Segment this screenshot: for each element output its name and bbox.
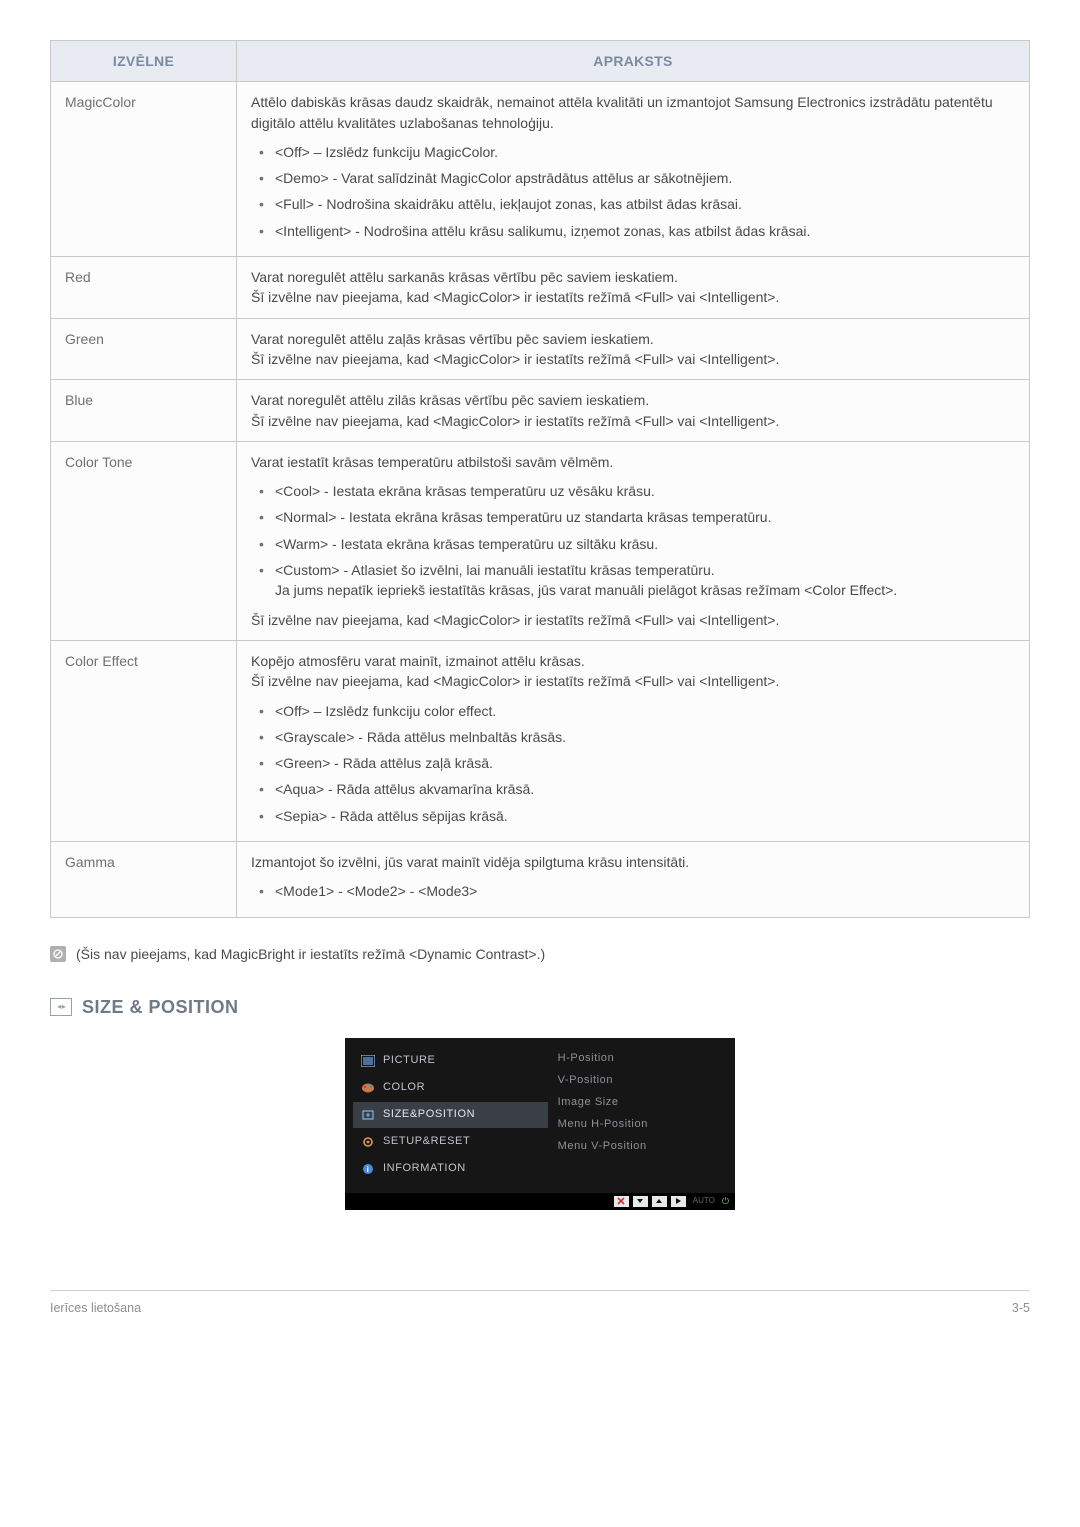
table-row: Gamma Izmantojot šo izvēlni, jūs varat m…	[51, 842, 1030, 918]
col-header-desc: APRAKSTS	[237, 41, 1030, 82]
color-icon	[361, 1082, 375, 1094]
desc-text: Šī izvēlne nav pieejama, kad <MagicColor…	[251, 287, 1015, 307]
note-icon	[50, 946, 66, 962]
desc-text: Šī izvēlne nav pieejama, kad <MagicColor…	[251, 610, 1015, 630]
list-item: <Normal> - Iestata ekrāna krāsas tempera…	[257, 504, 1015, 530]
col-header-menu: IZVĒLNE	[51, 41, 237, 82]
size-position-icon: ◂·▸	[50, 998, 72, 1016]
up-icon[interactable]	[652, 1196, 667, 1207]
osd-item-label: COLOR	[383, 1080, 425, 1096]
table-row: Color Effect Kopējo atmosfēru varat main…	[51, 640, 1030, 841]
play-icon[interactable]	[671, 1196, 686, 1207]
osd-item-sizeposition[interactable]: SIZE&POSITION	[353, 1102, 548, 1128]
row-label: Gamma	[51, 842, 237, 918]
row-desc: Kopējo atmosfēru varat mainīt, izmainot …	[237, 640, 1030, 841]
list-item-text: <Custom> - Atlasiet šo izvēlni, lai manu…	[275, 562, 715, 578]
desc-text: Šī izvēlne nav pieejama, kad <MagicColor…	[251, 411, 1015, 431]
row-desc: Varat noregulēt attēlu zilās krāsas vērt…	[237, 380, 1030, 442]
picture-icon	[361, 1055, 375, 1067]
info-icon: i	[361, 1163, 375, 1175]
section-heading: ◂·▸ SIZE & POSITION	[50, 994, 1030, 1020]
size-position-icon	[361, 1109, 375, 1121]
row-label: Color Effect	[51, 640, 237, 841]
osd-item-information[interactable]: i INFORMATION	[353, 1156, 548, 1182]
osd-submenu: H-Position V-Position Image Size Menu H-…	[556, 1038, 735, 1193]
osd-sub-item[interactable]: Menu V-Position	[558, 1136, 727, 1158]
desc-text: Attēlo dabiskās krāsas daudz skaidrāk, n…	[251, 92, 1015, 133]
desc-text: Varat noregulēt attēlu sarkanās krāsas v…	[251, 267, 1015, 287]
osd-item-label: INFORMATION	[383, 1161, 466, 1177]
row-desc: Varat iestatīt krāsas temperatūru atbils…	[237, 441, 1030, 640]
desc-text: Varat noregulēt attēlu zilās krāsas vērt…	[251, 390, 1015, 410]
desc-text: Izmantojot šo izvēlni, jūs varat mainīt …	[251, 852, 1015, 872]
list-item: <Cool> - Iestata ekrāna krāsas temperatū…	[257, 478, 1015, 504]
osd-item-color[interactable]: COLOR	[353, 1075, 548, 1101]
row-desc: Attēlo dabiskās krāsas daudz skaidrāk, n…	[237, 82, 1030, 257]
row-label: MagicColor	[51, 82, 237, 257]
note-text: (Šis nav pieejams, kad MagicBright ir ie…	[76, 944, 545, 964]
list-item: <Off> – Izslēdz funkciju color effect.	[257, 698, 1015, 724]
list-item: <Sepia> - Rāda attēlus sēpijas krāsā.	[257, 803, 1015, 829]
desc-text: Šī izvēlne nav pieejama, kad <MagicColor…	[251, 671, 1015, 691]
down-icon[interactable]	[633, 1196, 648, 1207]
list-item: <Demo> - Varat salīdzināt MagicColor aps…	[257, 165, 1015, 191]
osd-item-setupreset[interactable]: SETUP&RESET	[353, 1129, 548, 1155]
footer-left: Ierīces lietošana	[50, 1299, 141, 1317]
osd-menu-list: PICTURE COLOR SIZE&POSITION SETUP&RESET …	[345, 1038, 556, 1193]
row-label: Green	[51, 318, 237, 380]
osd-item-label: SIZE&POSITION	[383, 1107, 475, 1123]
desc-text: Varat noregulēt attēlu zaļās krāsas vērt…	[251, 329, 1015, 349]
close-icon[interactable]	[614, 1196, 629, 1207]
osd-item-label: PICTURE	[383, 1053, 435, 1069]
row-label: Blue	[51, 380, 237, 442]
list-item: <Aqua> - Rāda attēlus akvamarīna krāsā.	[257, 776, 1015, 802]
osd-item-picture[interactable]: PICTURE	[353, 1048, 548, 1074]
row-desc: Izmantojot šo izvēlni, jūs varat mainīt …	[237, 842, 1030, 918]
gear-icon	[361, 1136, 375, 1148]
list-item: <Off> – Izslēdz funkciju MagicColor.	[257, 139, 1015, 165]
osd-sub-item[interactable]: V-Position	[558, 1070, 727, 1092]
note: (Šis nav pieejams, kad MagicBright ir ie…	[50, 944, 1030, 964]
row-desc: Varat noregulēt attēlu sarkanās krāsas v…	[237, 257, 1030, 319]
list-item-text: Ja jums nepatīk iepriekš iestatītās krās…	[275, 582, 897, 598]
bullet-list: <Cool> - Iestata ekrāna krāsas temperatū…	[251, 478, 1015, 603]
page-footer: Ierīces lietošana 3-5	[50, 1290, 1030, 1317]
list-item: <Mode1> - <Mode2> - <Mode3>	[257, 878, 1015, 904]
settings-table: IZVĒLNE APRAKSTS MagicColor Attēlo dabis…	[50, 40, 1030, 918]
auto-label[interactable]: AUTO	[690, 1195, 718, 1207]
desc-text: Varat iestatīt krāsas temperatūru atbils…	[251, 452, 1015, 472]
osd-sub-item[interactable]: Image Size	[558, 1092, 727, 1114]
osd-item-label: SETUP&RESET	[383, 1134, 470, 1150]
power-icon[interactable]: ⏻	[722, 1195, 729, 1208]
list-item: <Warm> - Iestata ekrāna krāsas temperatū…	[257, 531, 1015, 557]
section-title: SIZE & POSITION	[82, 994, 239, 1020]
svg-text:i: i	[367, 1165, 370, 1174]
bullet-list: <Off> – Izslēdz funkciju color effect. <…	[251, 698, 1015, 829]
list-item: <Custom> - Atlasiet šo izvēlni, lai manu…	[257, 557, 1015, 604]
row-desc: Varat noregulēt attēlu zaļās krāsas vērt…	[237, 318, 1030, 380]
osd-sub-item[interactable]: H-Position	[558, 1048, 727, 1070]
list-item: <Full> - Nodrošina skaidrāku attēlu, iek…	[257, 191, 1015, 217]
table-row: Red Varat noregulēt attēlu sarkanās krās…	[51, 257, 1030, 319]
table-row: MagicColor Attēlo dabiskās krāsas daudz …	[51, 82, 1030, 257]
list-item: <Intelligent> - Nodrošina attēlu krāsu s…	[257, 218, 1015, 244]
table-row: Green Varat noregulēt attēlu zaļās krāsa…	[51, 318, 1030, 380]
bullet-list: <Mode1> - <Mode2> - <Mode3>	[251, 878, 1015, 904]
bullet-list: <Off> – Izslēdz funkciju MagicColor. <De…	[251, 139, 1015, 244]
list-item: <Green> - Rāda attēlus zaļā krāsā.	[257, 750, 1015, 776]
row-label: Red	[51, 257, 237, 319]
table-row: Color Tone Varat iestatīt krāsas tempera…	[51, 441, 1030, 640]
desc-text: Kopējo atmosfēru varat mainīt, izmainot …	[251, 651, 1015, 671]
osd-button-bar: AUTO ⏻	[345, 1193, 735, 1210]
footer-right: 3-5	[1012, 1299, 1030, 1317]
osd-sub-item[interactable]: Menu H-Position	[558, 1114, 727, 1136]
list-item: <Grayscale> - Rāda attēlus melnbaltās kr…	[257, 724, 1015, 750]
row-label: Color Tone	[51, 441, 237, 640]
desc-text: Šī izvēlne nav pieejama, kad <MagicColor…	[251, 349, 1015, 369]
osd-screenshot: PICTURE COLOR SIZE&POSITION SETUP&RESET …	[50, 1038, 1030, 1210]
table-row: Blue Varat noregulēt attēlu zilās krāsas…	[51, 380, 1030, 442]
